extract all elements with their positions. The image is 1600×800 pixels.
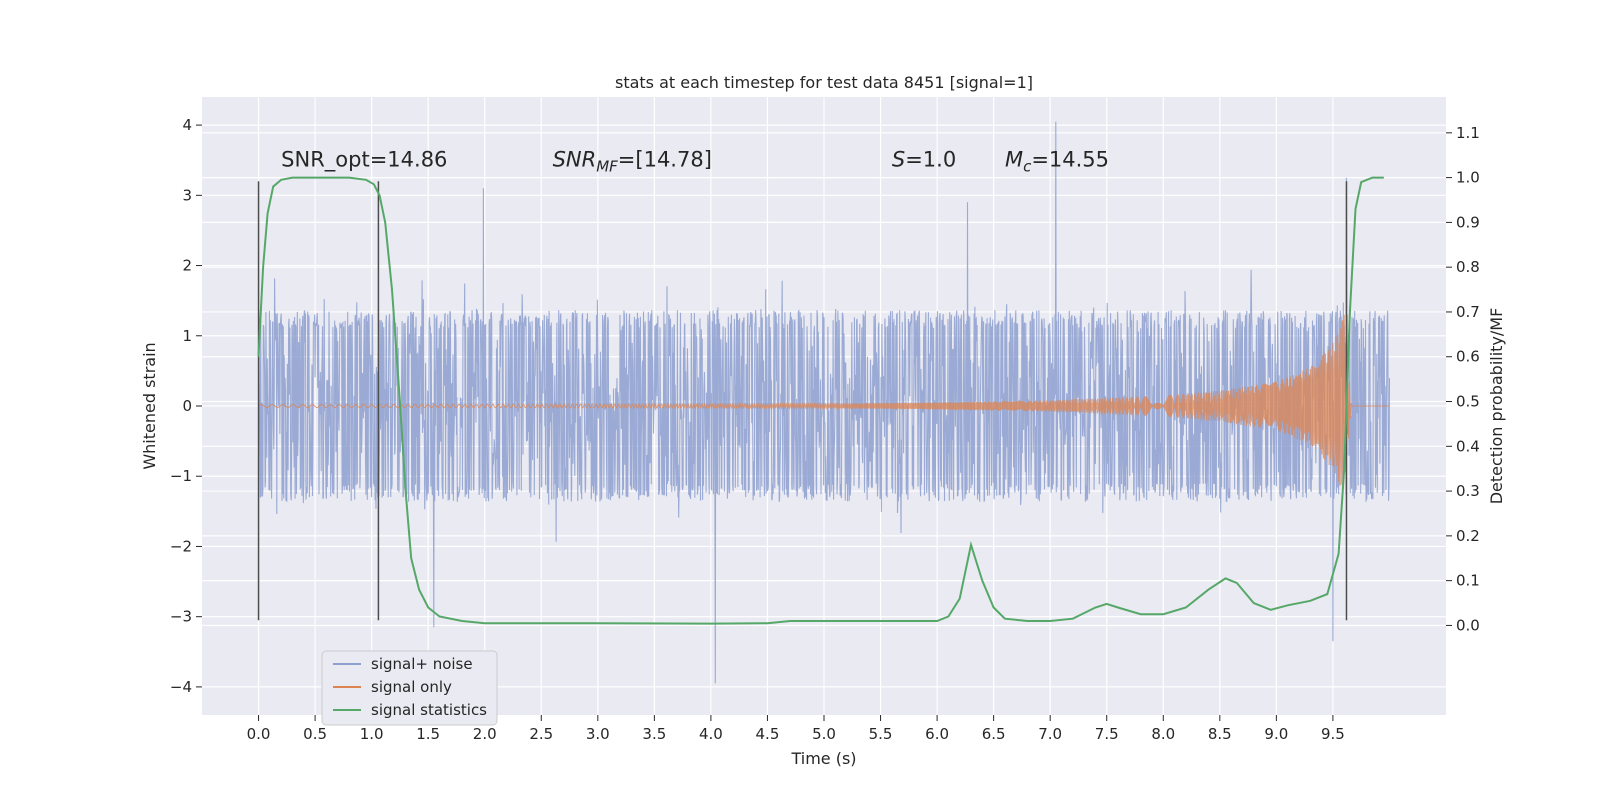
y-tick-label-right: 0.9 (1456, 213, 1480, 231)
annotation: SNR_opt=14.86 (281, 147, 447, 172)
x-tick-label: 1.0 (360, 725, 384, 743)
annotation: S=1.0 (892, 147, 956, 171)
y-tick-label-right: 0.6 (1456, 348, 1480, 366)
x-tick-label: 8.0 (1151, 725, 1175, 743)
x-tick-label: 2.0 (473, 725, 497, 743)
statistics-trace (257, 176, 1384, 625)
x-tick-label: 1.5 (416, 725, 440, 743)
y-tick-label-right: 0.8 (1456, 258, 1480, 276)
y-tick-label-right: 1.0 (1456, 169, 1480, 187)
y-tick-label-right: 0.4 (1456, 437, 1480, 455)
series-signal-statistics (257, 176, 1384, 625)
series-signal-only (258, 314, 1390, 486)
y-tick-label-left: −1 (170, 467, 192, 485)
y-tick-label-left: −2 (170, 537, 192, 555)
y-tick-label-right: 1.1 (1456, 124, 1480, 142)
x-tick-label: 4.0 (699, 725, 723, 743)
legend-label-signal-noise: signal+ noise (371, 655, 473, 673)
legend-box (321, 650, 498, 726)
y-tick-label-right: 0.3 (1456, 482, 1480, 500)
y-tick-label-left: −4 (170, 678, 192, 696)
x-tick-label: 6.0 (925, 725, 949, 743)
legend: signal+ noise signal only signal statist… (321, 650, 498, 726)
chirp-trace (258, 314, 1390, 486)
y-tick-label-right: 0.5 (1456, 393, 1480, 411)
x-tick-label: 8.5 (1208, 725, 1232, 743)
y-tick-label-left: 0 (182, 397, 192, 415)
y-tick-label-left: 3 (182, 186, 192, 204)
x-tick-label: 2.5 (529, 725, 553, 743)
legend-label-signal-only: signal only (371, 678, 452, 696)
annotations: SNR_opt=14.86 SNRMF=[14.78] S=1.0 Mc=14.55 (281, 147, 1109, 175)
x-tick-label: 9.5 (1321, 725, 1345, 743)
y-tick-label-right: 0.2 (1456, 527, 1480, 545)
y-axis-label-right: Detection probability/MF (1487, 308, 1506, 505)
x-tick-label: 5.5 (869, 725, 893, 743)
y-tick-label-left: 4 (182, 116, 192, 134)
chart-title: stats at each timestep for test data 845… (615, 73, 1033, 92)
annotation: Mc=14.55 (1005, 147, 1109, 175)
x-tick-label: 4.5 (756, 725, 780, 743)
annotation: SNRMF=[14.78] (553, 147, 712, 175)
x-tick-label: 7.5 (1095, 725, 1119, 743)
x-axis-label: Time (s) (790, 749, 856, 768)
x-tick-label: 0.5 (303, 725, 327, 743)
x-tick-label: 3.5 (642, 725, 666, 743)
x-tick-label: 5.0 (812, 725, 836, 743)
x-tick-label: 3.0 (586, 725, 610, 743)
y-tick-label-left: −3 (170, 608, 192, 626)
y-tick-label-right: 0.1 (1456, 572, 1480, 590)
x-tick-label: 7.0 (1038, 725, 1062, 743)
legend-label-signal-statistics: signal statistics (371, 701, 487, 719)
y-tick-label-left: 2 (182, 257, 192, 275)
x-tick-label: 6.5 (982, 725, 1006, 743)
axis-ticks: 0.0 0.5 1.0 1.5 2.0 2.5 3.0 3.5 4.0 4.5 5.0 5.5 6.0 6… (170, 116, 1480, 743)
y-tick-label-right: 0.0 (1456, 616, 1480, 634)
y-tick-label-left: 1 (182, 327, 192, 345)
y-axis-label-left: Whitened strain (140, 342, 159, 469)
x-tick-label: 0.0 (247, 725, 271, 743)
x-tick-label: 9.0 (1264, 725, 1288, 743)
y-tick-label-right: 0.7 (1456, 303, 1480, 321)
